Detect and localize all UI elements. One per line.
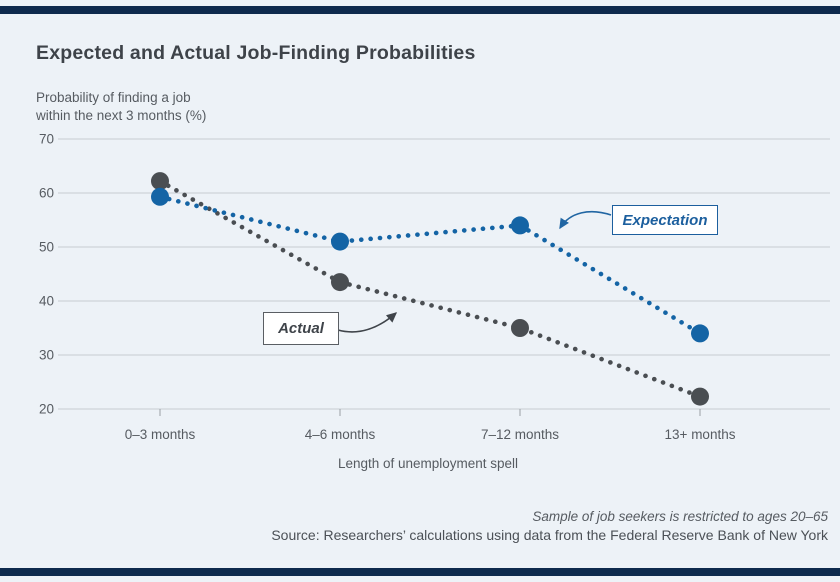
actual-callout-label: Actual <box>278 320 324 337</box>
y-axis-title: Probability of finding a job within the … <box>36 89 206 124</box>
source-line: Source: Researchers’ calculations using … <box>271 527 828 543</box>
y-axis-title-line2: within the next 3 months (%) <box>36 107 207 123</box>
expectation-data-point <box>691 324 709 343</box>
x-axis-title: Length of unemployment spell <box>337 456 519 471</box>
expectation-data-point <box>511 216 529 235</box>
expectation-callout-label: Expectation <box>622 211 708 229</box>
y-tick-label: 50 <box>38 239 54 255</box>
y-axis-title-line1: Probability of finding a job <box>36 90 191 105</box>
top-rule <box>0 6 840 14</box>
actual-data-point <box>511 319 529 337</box>
bottom-rule <box>0 568 840 576</box>
plot-layer <box>58 138 830 416</box>
y-tick-label: 60 <box>38 185 54 201</box>
y-tick-label: 30 <box>38 347 54 363</box>
actual-data-point <box>691 387 709 406</box>
y-tick-label: 70 <box>38 131 54 147</box>
y-tick-label: 20 <box>38 401 54 417</box>
actual-data-point <box>331 273 349 292</box>
actual-arrow <box>337 312 398 333</box>
y-tick-label: 40 <box>38 293 54 309</box>
actual-data-point <box>151 172 169 191</box>
expectation-arrow <box>559 211 612 230</box>
actual-callout: Actual <box>263 312 339 345</box>
sample-note: Sample of job seekers is restricted to a… <box>532 509 828 524</box>
x-tick-label: 7–12 months <box>480 427 560 442</box>
x-tick-label: 13+ months <box>664 427 736 442</box>
x-tick-label: 4–6 months <box>304 427 376 442</box>
expectation-callout: Expectation <box>612 205 718 235</box>
x-tick-label: 0–3 months <box>124 427 196 442</box>
chart-title: Expected and Actual Job-Finding Probabil… <box>36 42 476 65</box>
expectation-data-point <box>151 187 169 206</box>
expectation-data-point <box>331 232 349 251</box>
